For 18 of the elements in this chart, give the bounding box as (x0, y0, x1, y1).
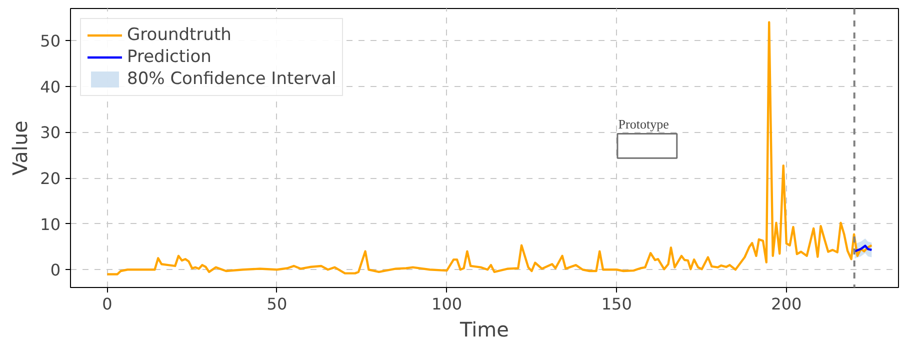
y-tick-label: 20 (40, 169, 60, 188)
y-tick-label: 0 (50, 260, 61, 280)
legend-label: 80% Confidence Interval (127, 69, 336, 89)
x-tick-label: 200 (771, 294, 802, 314)
x-tick-label: 0 (102, 294, 112, 314)
line-series (106, 21, 873, 276)
x-tick-label: 150 (601, 294, 632, 314)
y-tick-label: 30 (40, 123, 60, 142)
legend-label: Prediction (127, 47, 212, 67)
x-tick-label: 100 (432, 294, 462, 314)
legend-label: Groundtruth (127, 25, 232, 45)
y-tick-label: 40 (40, 77, 60, 96)
x-axis-title: Time (459, 318, 509, 342)
y-tick-label: 50 (40, 32, 60, 51)
annotation: Prototype (618, 116, 670, 132)
x-tick-label: 50 (266, 294, 288, 314)
y-tick-label: 10 (40, 214, 60, 234)
y-axis-title: Value (8, 120, 32, 176)
